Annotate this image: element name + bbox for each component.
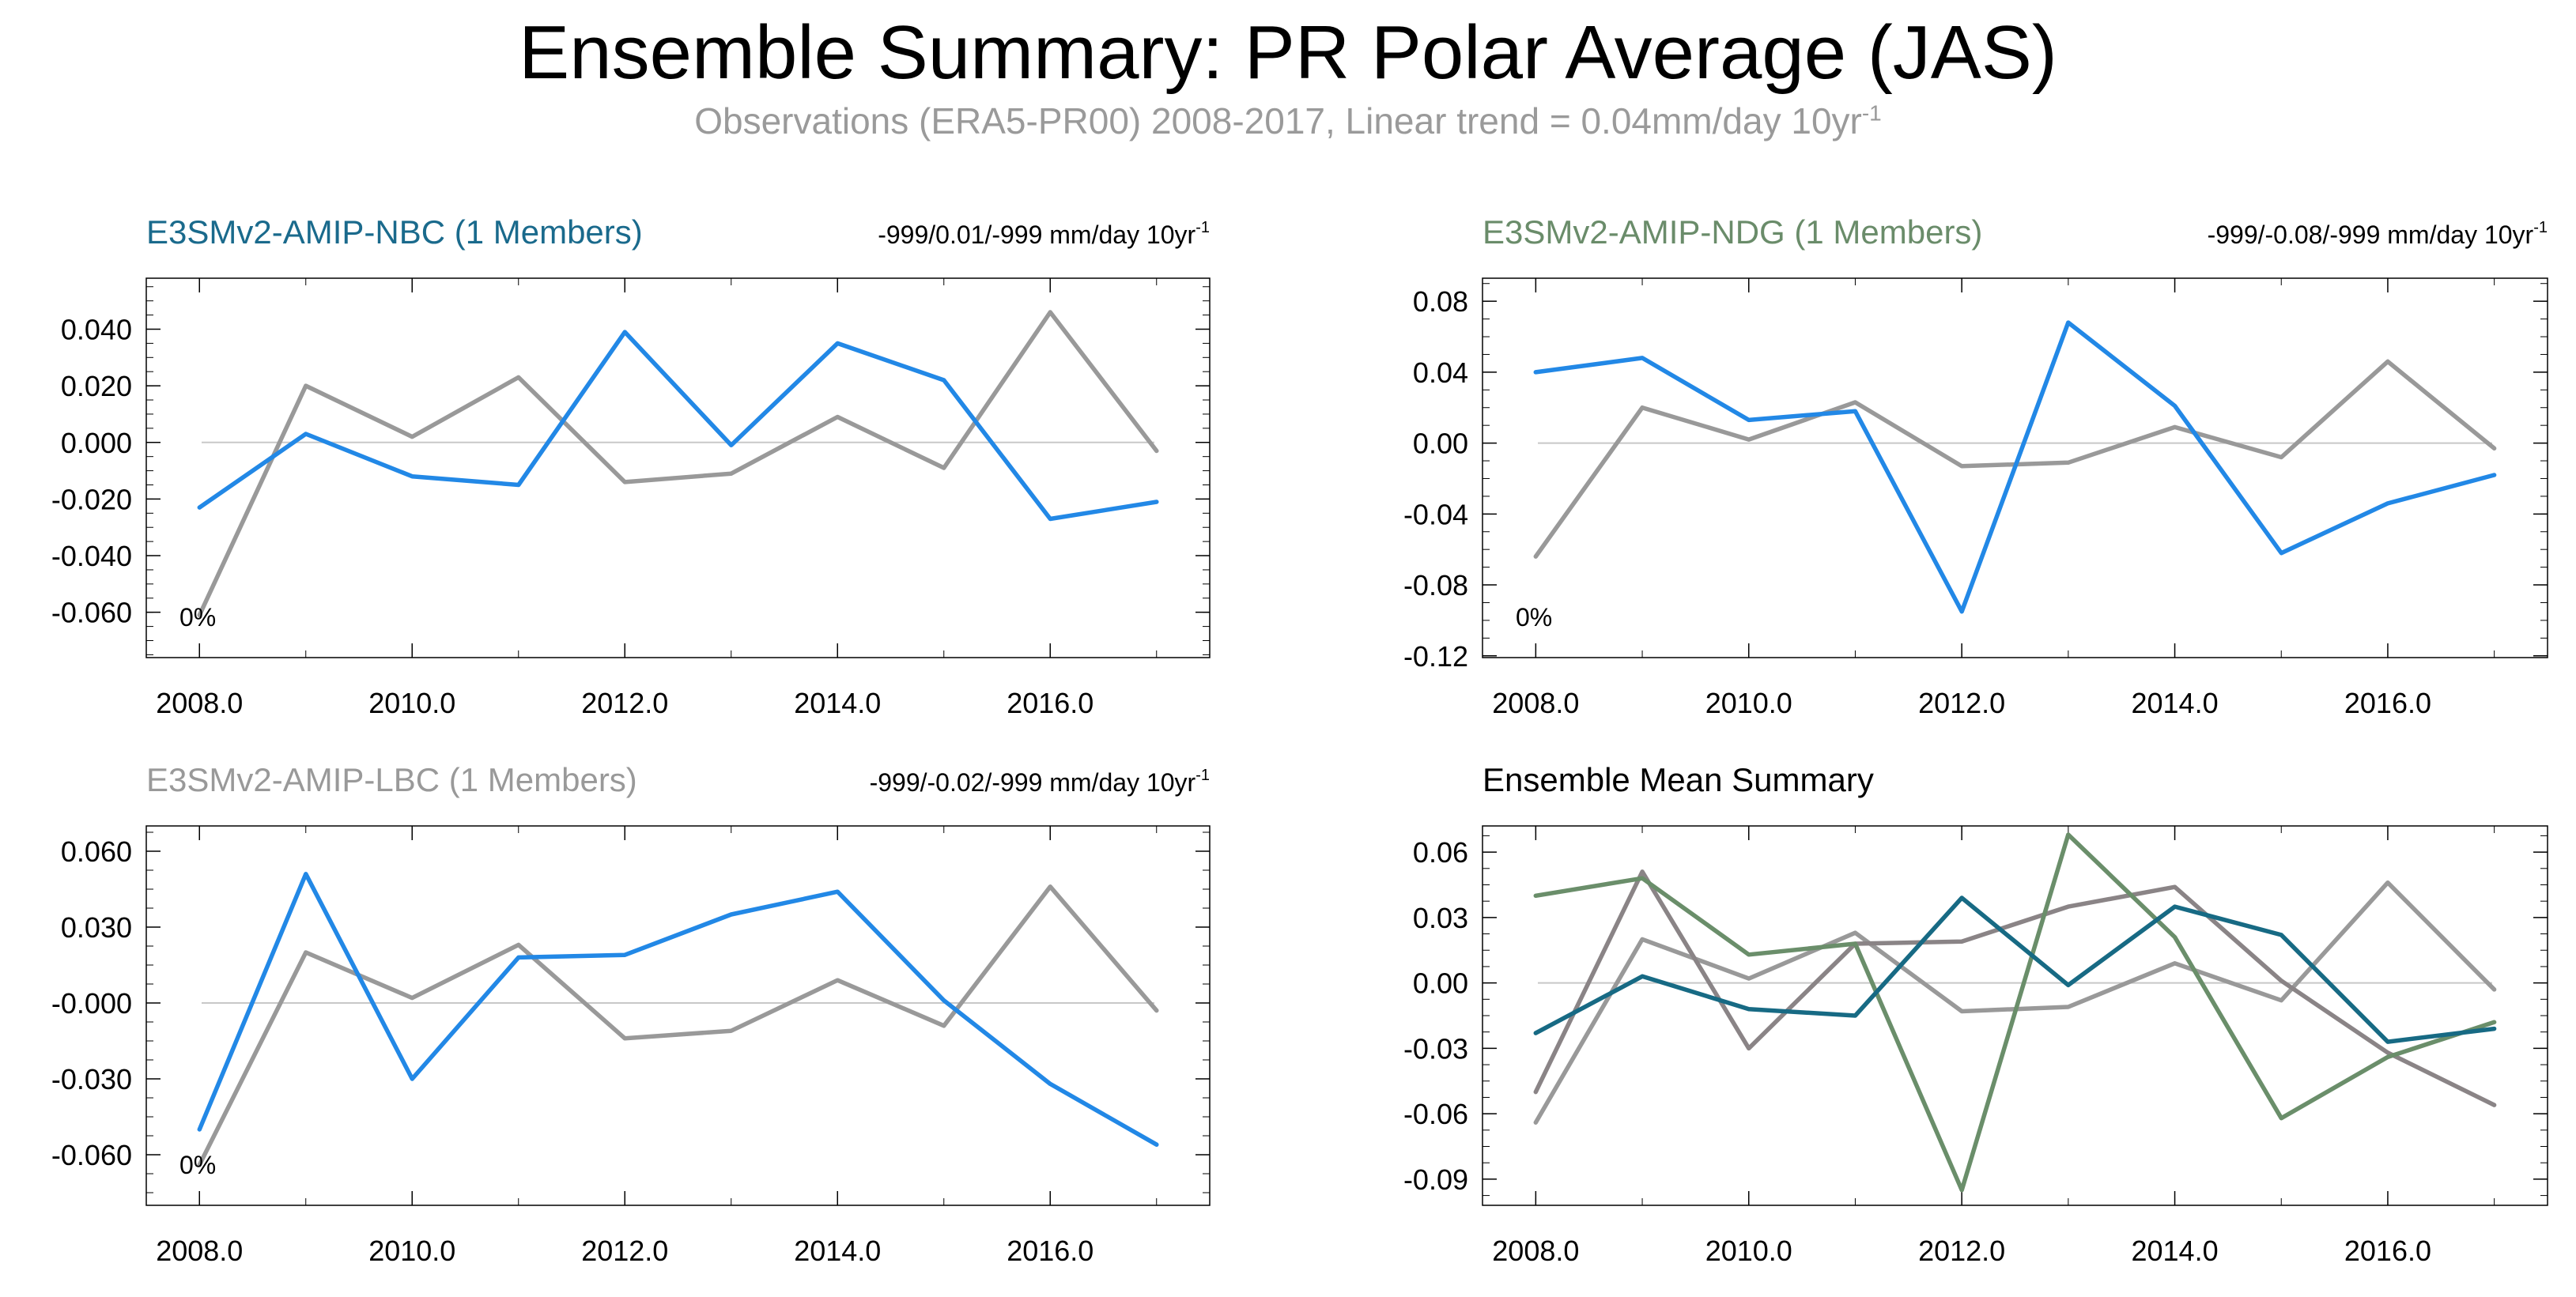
subtitle-text: Observations (ERA5-PR00) 2008-2017, Line…	[694, 100, 1862, 141]
y-tick-label: -0.06	[1403, 1098, 1468, 1130]
y-tick-label: -0.030	[51, 1063, 132, 1095]
y-tick-label: -0.03	[1403, 1032, 1468, 1065]
corner-label: 0%	[1516, 603, 1552, 632]
y-tick-label: -0.060	[51, 1139, 132, 1171]
y-tick-label: 0.020	[61, 370, 132, 402]
plot-frame	[145, 277, 1211, 658]
y-tick-label: -0.060	[51, 597, 132, 629]
x-tick-label: 2008.0	[156, 687, 243, 719]
y-tick-label: -0.12	[1403, 640, 1468, 673]
series-line-2	[197, 330, 1159, 522]
x-tick-label: 2012.0	[581, 687, 668, 719]
x-tick-label: 2012.0	[1918, 1235, 2005, 1267]
x-tick-label: 2012.0	[1918, 687, 2005, 719]
x-tick-label: 2010.0	[1705, 1235, 1792, 1267]
series-line-3	[1533, 832, 2497, 1193]
x-tick-label: 2014.0	[2131, 1235, 2218, 1267]
series-line-2	[197, 872, 1159, 1147]
corner-label: 0%	[179, 1151, 216, 1179]
x-tick-label: 2016.0	[1007, 687, 1093, 719]
y-tick-label: -0.04	[1403, 498, 1468, 530]
x-tick-label: 2016.0	[1007, 1235, 1093, 1267]
x-tick-label: 2014.0	[794, 1235, 881, 1267]
x-tick-label: 2016.0	[2344, 687, 2431, 719]
x-tick-label: 2014.0	[2131, 687, 2218, 719]
series-line-1	[197, 310, 1159, 618]
x-tick-label: 2016.0	[2344, 1235, 2431, 1267]
y-tick-label: 0.040	[61, 313, 132, 345]
corner-label: 0%	[179, 603, 216, 632]
trend-label: -999/-0.08/-999 mm/day 10yr-1	[2208, 219, 2548, 249]
page-subtitle: Observations (ERA5-PR00) 2008-2017, Line…	[0, 101, 2576, 141]
series-line-1	[1533, 359, 2497, 559]
y-tick-label: 0.06	[1413, 836, 1468, 869]
y-tick-label: -0.000	[51, 987, 132, 1020]
y-tick-label: 0.00	[1413, 967, 1468, 1000]
plot-frame	[1482, 277, 2548, 658]
y-tick-label: 0.000	[61, 427, 132, 459]
series-line-2	[1533, 869, 2497, 1107]
x-tick-label: 2010.0	[368, 1235, 455, 1267]
chart-panel-2: E3SMv2-AMIP-NDG (1 Members) -999/-0.08/-9…	[1403, 213, 2548, 719]
x-tick-label: 2010.0	[368, 687, 455, 719]
chart-panel-3: E3SMv2-AMIP-LBC (1 Members) -999/-0.02/-9…	[51, 761, 1211, 1267]
y-tick-label: 0.060	[61, 835, 132, 868]
x-tick-label: 2012.0	[581, 1235, 668, 1267]
y-tick-label: 0.04	[1413, 356, 1468, 389]
x-tick-label: 2014.0	[794, 687, 881, 719]
chart-panel-4: Ensemble Mean Summary 0.06 0.03 0.00 -0.03 -0…	[1403, 761, 2548, 1267]
chart-panel-1: E3SMv2-AMIP-NBC (1 Members) -999/0.01/-99…	[51, 213, 1211, 719]
y-tick-label: 0.08	[1413, 285, 1468, 318]
series-line-4	[1533, 895, 2497, 1044]
x-tick-label: 2010.0	[1705, 687, 1792, 719]
page-title: Ensemble Summary: PR Polar Average (JAS)	[519, 10, 2057, 95]
x-tick-label: 2008.0	[1492, 1235, 1579, 1267]
x-tick-label: 2008.0	[156, 1235, 243, 1267]
y-tick-label: -0.09	[1403, 1163, 1468, 1196]
chart-title: E3SMv2-AMIP-LBC (1 Members)	[146, 761, 637, 798]
y-tick-label: -0.040	[51, 540, 132, 572]
series-line-2	[1533, 320, 2497, 614]
trend-label: -999/0.01/-999 mm/day 10yr-1	[878, 219, 1210, 249]
subtitle-superscript: -1	[1861, 100, 1882, 126]
y-tick-label: 0.03	[1413, 902, 1468, 934]
y-tick-label: -0.020	[51, 483, 132, 515]
plot-frame	[145, 825, 1211, 1206]
trend-label: -999/-0.02/-999 mm/day 10yr-1	[870, 767, 1210, 797]
chart-title: E3SMv2-AMIP-NBC (1 Members)	[146, 213, 643, 251]
chart-title: E3SMv2-AMIP-NDG (1 Members)	[1483, 213, 1982, 251]
x-tick-label: 2008.0	[1492, 687, 1579, 719]
y-tick-label: 0.030	[61, 911, 132, 944]
y-tick-label: 0.00	[1413, 428, 1468, 460]
series-line-1	[197, 884, 1159, 1167]
chart-title: Ensemble Mean Summary	[1483, 761, 1874, 798]
y-tick-label: -0.08	[1403, 569, 1468, 601]
